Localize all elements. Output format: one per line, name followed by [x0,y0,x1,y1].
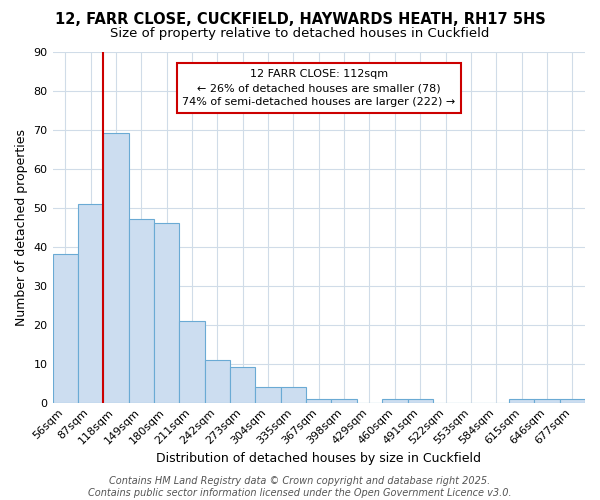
Bar [331,398,357,402]
Y-axis label: Number of detached properties: Number of detached properties [15,128,28,326]
Bar [128,219,154,402]
Bar [205,360,230,403]
Bar [509,398,534,402]
X-axis label: Distribution of detached houses by size in Cuckfield: Distribution of detached houses by size … [156,452,481,465]
Bar [281,387,306,402]
Bar [154,223,179,402]
Text: Contains HM Land Registry data © Crown copyright and database right 2025.
Contai: Contains HM Land Registry data © Crown c… [88,476,512,498]
Bar [179,320,205,402]
Bar [53,254,78,402]
Bar [230,368,256,402]
Bar [306,398,331,402]
Text: Size of property relative to detached houses in Cuckfield: Size of property relative to detached ho… [110,28,490,40]
Bar [407,398,433,402]
Text: 12, FARR CLOSE, CUCKFIELD, HAYWARDS HEATH, RH17 5HS: 12, FARR CLOSE, CUCKFIELD, HAYWARDS HEAT… [55,12,545,28]
Bar [78,204,103,402]
Bar [256,387,281,402]
Bar [103,134,128,402]
Text: 12 FARR CLOSE: 112sqm
← 26% of detached houses are smaller (78)
74% of semi-deta: 12 FARR CLOSE: 112sqm ← 26% of detached … [182,69,455,107]
Bar [382,398,407,402]
Bar [534,398,560,402]
Bar [560,398,585,402]
